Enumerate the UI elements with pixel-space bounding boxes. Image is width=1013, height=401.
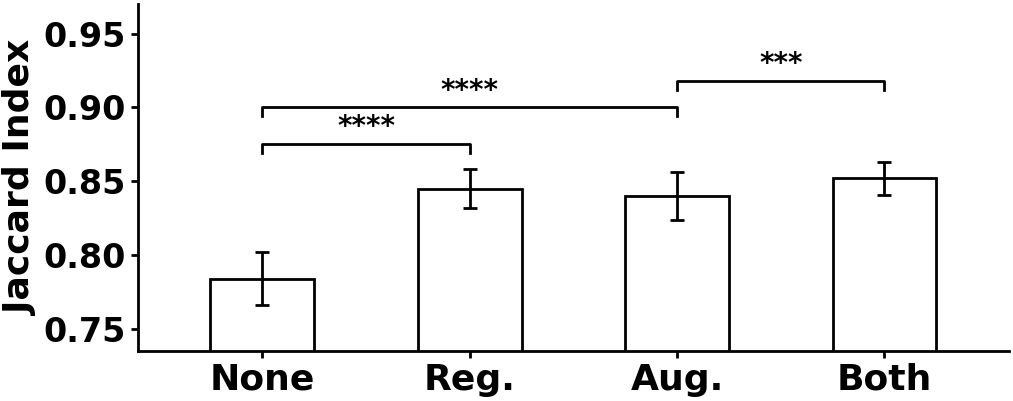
Bar	[625, 196, 729, 401]
Bar	[833, 178, 936, 401]
Bar	[211, 279, 314, 401]
Text: ****: ****	[441, 77, 498, 105]
Bar	[417, 188, 522, 401]
Y-axis label: Jaccard Index: Jaccard Index	[4, 41, 38, 315]
Text: ****: ****	[337, 113, 395, 142]
Text: ***: ***	[759, 50, 802, 78]
